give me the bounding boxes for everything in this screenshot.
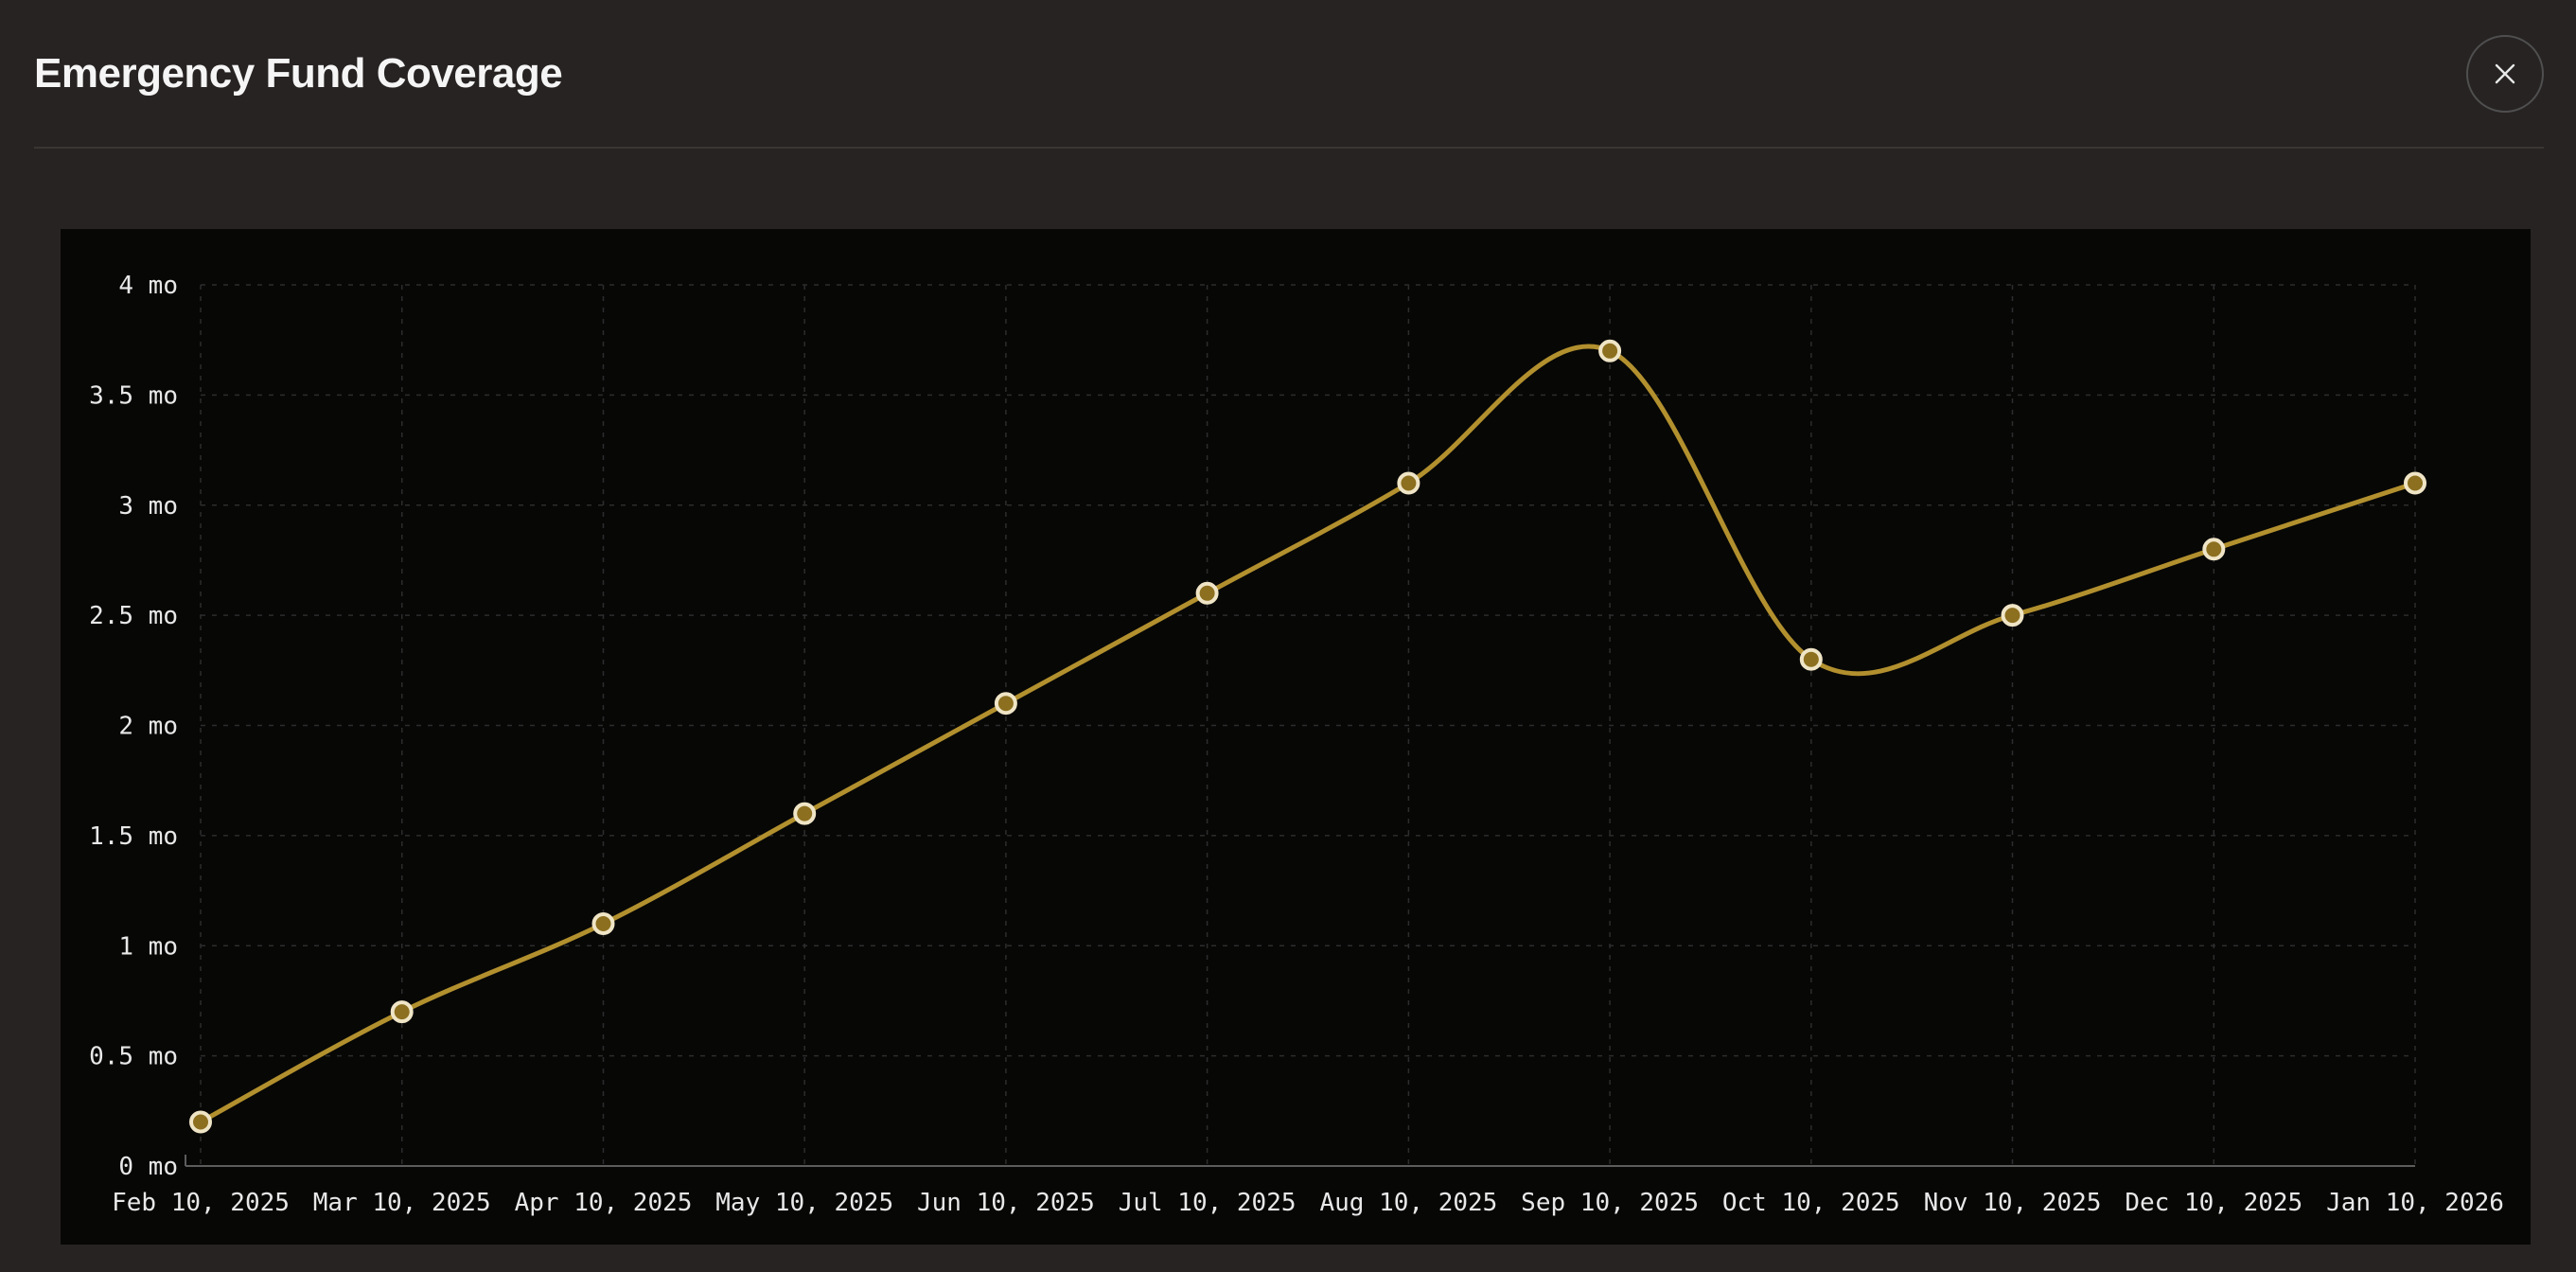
data-point-marker [994, 692, 1017, 716]
line-chart: 0 mo 0.5 mo 1 mo 1.5 mo 2 mo 2.5 mo 3 mo 3.5 mo… [89, 272, 2504, 1217]
y-tick-label: 2 mo [118, 713, 178, 741]
y-tick-label: 3.5 mo [89, 381, 178, 410]
header-divider [34, 147, 2544, 149]
x-tick-label: Dec 10, 2025 [2125, 1189, 2303, 1217]
x-tick-label: Apr 10, 2025 [515, 1189, 693, 1217]
y-tick-label: 3 mo [118, 492, 178, 521]
series-line [198, 344, 2418, 1124]
x-tick-label: May 10, 2025 [715, 1189, 893, 1217]
data-point-marker [2404, 471, 2426, 495]
data-point-marker [2202, 538, 2226, 561]
data-point-marker [189, 1110, 212, 1134]
y-tick-label: 1 mo [118, 932, 178, 961]
x-tick-label: Jul 10, 2025 [1119, 1189, 1297, 1217]
y-tick-label: 0 mo [118, 1153, 178, 1181]
x-tick-label: Aug 10, 2025 [1319, 1189, 1497, 1217]
y-tick-label: 1.5 mo [89, 822, 178, 851]
x-tick-label: Oct 10, 2025 [1722, 1189, 1900, 1217]
y-tick-label: 4 mo [118, 272, 178, 300]
data-point-marker [1397, 471, 1420, 495]
x-tick-label: Jun 10, 2025 [917, 1189, 1095, 1217]
x-tick-label: Nov 10, 2025 [1924, 1189, 2102, 1217]
y-tick-label: 2.5 mo [89, 602, 178, 630]
x-tick-label: Mar 10, 2025 [313, 1189, 491, 1217]
y-tick-label: 0.5 mo [89, 1043, 178, 1071]
data-point-marker [1598, 339, 1622, 362]
modal-header: Emergency Fund Coverage [0, 0, 2576, 147]
x-tick-label: Sep 10, 2025 [1521, 1189, 1699, 1217]
x-tick-label: Feb 10, 2025 [112, 1189, 290, 1217]
chart-panel: 0 mo 0.5 mo 1 mo 1.5 mo 2 mo 2.5 mo 3 mo 3.5 mo… [61, 229, 2531, 1245]
data-point-marker [2001, 604, 2024, 627]
data-point-marker [1195, 581, 1219, 605]
close-icon [2495, 63, 2515, 83]
data-point-marker [793, 802, 817, 825]
modal-title: Emergency Fund Coverage [34, 49, 563, 97]
x-tick-label: Jan 10, 2026 [2326, 1189, 2504, 1217]
data-point-marker [1799, 647, 1823, 671]
data-point-marker [591, 912, 615, 935]
data-point-marker [390, 1000, 414, 1024]
close-button[interactable] [2466, 34, 2544, 113]
